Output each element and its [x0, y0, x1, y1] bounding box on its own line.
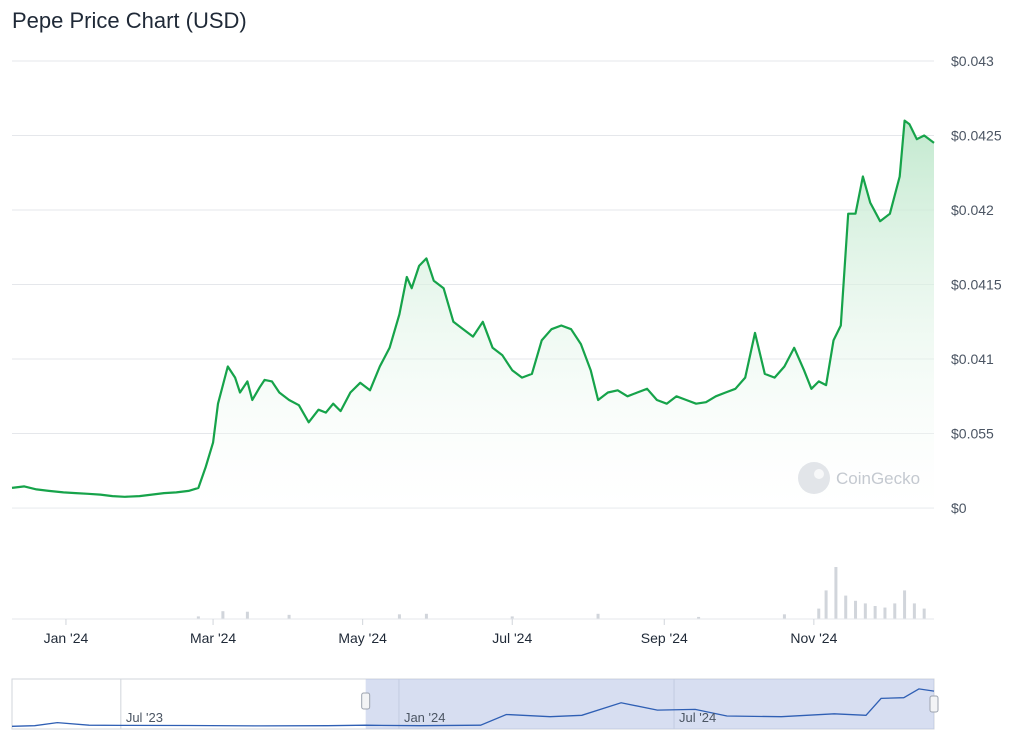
x-tick-label: May '24 — [338, 630, 387, 646]
y-tick-label: $0.055 — [951, 426, 994, 442]
volume-bar — [893, 603, 897, 619]
volume-bar — [912, 603, 916, 619]
watermark-text: CoinGecko — [836, 469, 920, 488]
y-tick-label: $0.0415 — [951, 277, 1002, 293]
navigator-right-handle[interactable] — [929, 695, 939, 713]
volume-bar — [873, 606, 877, 619]
y-axis-labels: $0 $0.055 $0.041 $0.0415 $0.042 $0.0425 $0.043 — [951, 53, 1002, 516]
volume-bar — [883, 607, 887, 619]
volume-bar — [221, 611, 225, 619]
volume-bars — [196, 567, 926, 619]
price-line — [11, 119, 935, 498]
x-tick-label: Jan '24 — [44, 630, 89, 646]
volume-bar — [596, 613, 600, 619]
chart-title: Pepe Price Chart (USD) — [12, 8, 247, 33]
volume-bar — [863, 603, 867, 619]
volume-bar — [922, 608, 926, 619]
x-tick-label: Mar '24 — [190, 630, 236, 646]
y-tick-label: $0.041 — [951, 351, 994, 367]
navigator-tick-label: Jan '24 — [404, 710, 446, 725]
x-axis-labels: Jan '24 Mar '24 May '24 Jul '24 Sep '24 Nov '… — [44, 619, 838, 646]
range-navigator[interactable]: Jul '23 Jan '24 Jul '24 — [11, 678, 939, 730]
volume-bar — [287, 614, 291, 619]
y-tick-label: $0.0425 — [951, 128, 1002, 144]
volume-bar — [834, 567, 838, 619]
volume-bar — [844, 595, 848, 619]
price-area — [12, 120, 934, 508]
navigator-tick-label: Jul '24 — [679, 710, 716, 725]
volume-bar — [824, 590, 828, 619]
coingecko-watermark: CoinGecko — [798, 462, 920, 494]
navigator-left-handle[interactable] — [361, 692, 371, 710]
y-tick-label: $0.042 — [951, 202, 994, 218]
volume-bar — [424, 613, 428, 619]
navigator-selection[interactable] — [365, 679, 934, 729]
volume-bar — [245, 611, 249, 619]
y-tick-label: $0.043 — [951, 53, 994, 69]
navigator-tick-label: Jul '23 — [126, 710, 163, 725]
volume-bar — [697, 616, 701, 619]
x-tick-label: Jul '24 — [492, 630, 532, 646]
volume-bar — [782, 614, 786, 619]
volume-bar — [196, 616, 200, 619]
x-tick-label: Nov '24 — [790, 630, 837, 646]
volume-bar — [817, 608, 821, 619]
volume-bar — [854, 600, 858, 619]
volume-bar — [510, 616, 514, 619]
volume-bar — [397, 614, 401, 619]
navigator-line — [11, 688, 935, 727]
y-tick-label: $0 — [951, 500, 967, 516]
volume-bar — [903, 590, 907, 619]
x-tick-label: Sep '24 — [641, 630, 688, 646]
